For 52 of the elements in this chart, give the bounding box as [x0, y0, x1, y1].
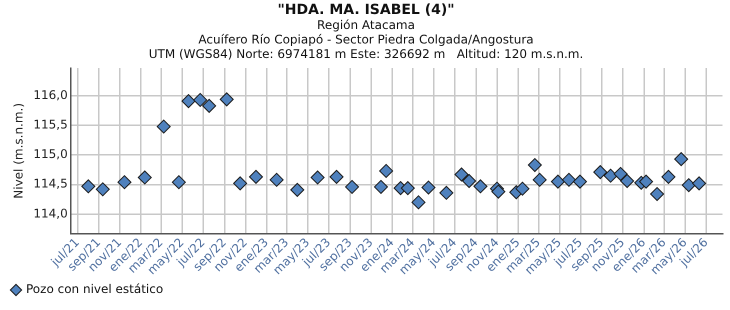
point: [491, 184, 506, 199]
point: [202, 98, 216, 113]
chart-title: "HDA. MA. ISABEL (4)": [277, 2, 455, 18]
y-tick-label: 116,0: [33, 88, 68, 102]
point: [81, 179, 96, 194]
point: [532, 172, 547, 187]
point: [421, 180, 436, 195]
point: [620, 174, 634, 188]
point: [270, 172, 284, 187]
point: [96, 182, 110, 196]
point: [400, 181, 415, 196]
point: [562, 172, 576, 187]
point: [639, 174, 654, 189]
point: [661, 170, 676, 184]
point: [379, 164, 394, 178]
point: [439, 186, 454, 200]
y-tick-label: 115,0: [33, 147, 68, 162]
point: [138, 170, 152, 184]
legend-label: Pozo con nivel estático: [26, 282, 164, 296]
point: [310, 170, 325, 184]
point: [156, 120, 171, 134]
chart-subtitle: Región Atacama Acuífero Río Copiapó - Sector Piedra Colgada/Angostura UTM (WGS84) Norte: 6974181 m Este: 326692 m Altitud: 120 m.s.n.m.: [148, 18, 584, 61]
point: [528, 158, 542, 172]
point: [614, 166, 628, 181]
point: [572, 174, 587, 189]
y-tick-label: 115,5: [33, 118, 68, 132]
y-tick-label: 114,0: [33, 206, 68, 220]
point: [692, 176, 706, 190]
y-axis-title: Nivel (m.s.n.m.): [11, 102, 26, 199]
point: [674, 152, 688, 166]
point: [604, 168, 618, 183]
point: [182, 94, 196, 108]
point: [345, 180, 360, 194]
point: [682, 178, 696, 192]
point: [411, 195, 426, 210]
point: [550, 174, 565, 189]
point: [515, 182, 530, 196]
point: [193, 92, 208, 107]
y-tick-label: 114,5: [33, 176, 68, 191]
point: [462, 174, 476, 188]
point: [454, 168, 469, 182]
point: [172, 175, 186, 190]
point: [650, 187, 664, 202]
point: [593, 165, 608, 180]
point: [330, 170, 344, 184]
point: [233, 176, 248, 190]
point: [248, 170, 263, 184]
point: [220, 92, 234, 106]
point: [374, 180, 388, 194]
point: [117, 175, 132, 190]
point: [290, 182, 304, 197]
point: [473, 179, 488, 194]
